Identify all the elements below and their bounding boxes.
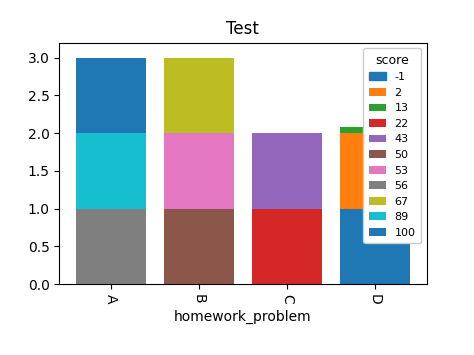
Bar (164, 58, 234, 133)
Legend: -1, 2, 13, 22, 43, 50, 53, 56, 67, 89, 100: -1, 2, 13, 22, 43, 50, 53, 56, 67, 89, 1… (364, 48, 421, 244)
Bar (339, 133, 410, 208)
Bar (339, 208, 410, 284)
X-axis label: homework_problem: homework_problem (174, 310, 312, 324)
Bar (164, 208, 234, 284)
Title: Test: Test (227, 20, 259, 38)
Bar (339, 127, 410, 133)
Bar (164, 133, 234, 208)
Bar (76, 208, 146, 284)
Bar (76, 58, 146, 133)
Bar (252, 208, 322, 284)
Bar (252, 133, 322, 208)
Bar (76, 133, 146, 208)
